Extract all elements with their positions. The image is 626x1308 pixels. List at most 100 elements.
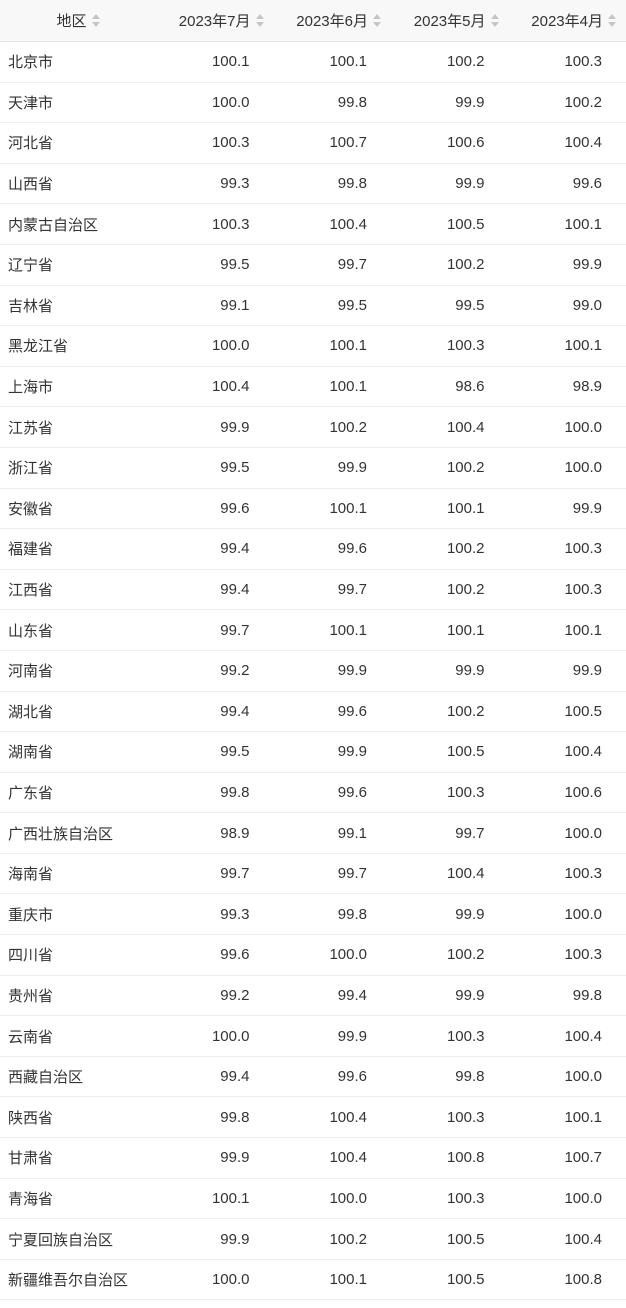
value-cell: 100.1	[273, 41, 391, 83]
column-header-2023-05[interactable]: 2023年5月	[391, 0, 509, 42]
region-cell: 河北省	[0, 122, 156, 164]
region-cell: 贵州省	[0, 975, 156, 1017]
table-row: 安徽省 99.6 100.1 100.1 99.9	[0, 488, 626, 530]
value-cell: 99.9	[156, 1218, 274, 1260]
value-cell: 99.9	[156, 1137, 274, 1179]
value-cell: 99.6	[273, 691, 391, 733]
value-cell: 100.2	[391, 41, 509, 83]
value-cell: 100.8	[391, 1137, 509, 1179]
table-row: 青海省 100.1 100.0 100.3 100.0	[0, 1178, 626, 1220]
value-cell: 100.0	[508, 406, 626, 448]
region-cell: 山西省	[0, 163, 156, 205]
value-cell: 99.5	[156, 731, 274, 773]
sort-icon[interactable]	[490, 14, 499, 27]
value-cell: 99.2	[156, 650, 274, 692]
value-cell: 100.8	[508, 1259, 626, 1301]
value-cell: 100.5	[508, 691, 626, 733]
value-cell: 99.3	[156, 163, 274, 205]
region-cell: 黑龙江省	[0, 325, 156, 367]
value-cell: 100.4	[391, 406, 509, 448]
value-cell: 100.3	[508, 853, 626, 895]
region-cell: 广西壮族自治区	[0, 812, 156, 854]
region-cell: 陕西省	[0, 1096, 156, 1139]
value-cell: 99.7	[391, 812, 509, 854]
table-header: 地区 2023年7月 2023年6月 2023年5月	[0, 0, 626, 42]
column-header-2023-04[interactable]: 2023年4月	[508, 0, 626, 42]
value-cell: 99.9	[273, 650, 391, 692]
value-cell: 100.3	[391, 325, 509, 367]
region-cell: 福建省	[0, 528, 156, 570]
value-cell: 99.6	[508, 163, 626, 205]
value-cell: 100.1	[391, 609, 509, 651]
value-cell: 100.4	[273, 1137, 391, 1179]
table-row: 广东省 99.8 99.6 100.3 100.6	[0, 772, 626, 814]
table-row: 重庆市 99.3 99.8 99.9 100.0	[0, 893, 626, 936]
value-cell: 100.4	[391, 853, 509, 895]
value-cell: 99.2	[156, 975, 274, 1017]
value-cell: 99.9	[391, 163, 509, 205]
sort-icon[interactable]	[608, 14, 616, 27]
value-cell: 99.8	[508, 975, 626, 1017]
region-cell: 云南省	[0, 1015, 156, 1057]
value-cell: 99.7	[156, 609, 274, 651]
value-cell: 100.0	[156, 82, 274, 124]
value-cell: 100.1	[156, 1178, 274, 1220]
region-cell: 新疆维吾尔自治区	[0, 1259, 156, 1301]
value-cell: 99.9	[508, 488, 626, 530]
region-cell: 江西省	[0, 569, 156, 611]
region-cell: 安徽省	[0, 488, 156, 530]
value-cell: 100.3	[156, 203, 274, 245]
value-cell: 99.3	[156, 893, 274, 936]
value-cell: 100.3	[508, 41, 626, 83]
value-cell: 100.7	[273, 122, 391, 164]
value-cell: 99.7	[273, 569, 391, 611]
value-cell: 99.6	[273, 772, 391, 814]
region-cell: 湖北省	[0, 691, 156, 733]
column-header-2023-06[interactable]: 2023年6月	[273, 0, 391, 42]
value-cell: 100.3	[508, 528, 626, 570]
table-row: 海南省 99.7 99.7 100.4 100.3	[0, 853, 626, 895]
value-cell: 100.6	[391, 122, 509, 164]
value-cell: 100.1	[156, 41, 274, 83]
column-header-region[interactable]: 地区	[0, 0, 156, 42]
value-cell: 99.5	[273, 285, 391, 327]
table-row: 福建省 99.4 99.6 100.2 100.3	[0, 528, 626, 570]
value-cell: 100.1	[508, 325, 626, 367]
value-cell: 99.6	[273, 528, 391, 570]
column-header-label: 2023年5月	[413, 13, 486, 30]
region-cell: 青海省	[0, 1178, 156, 1220]
value-cell: 99.8	[156, 1096, 274, 1139]
value-cell: 100.1	[508, 203, 626, 245]
value-cell: 99.6	[156, 934, 274, 976]
value-cell: 100.0	[508, 447, 626, 489]
table-row: 山东省 99.7 100.1 100.1 100.1	[0, 609, 626, 651]
value-cell: 100.4	[273, 1096, 391, 1139]
value-cell: 99.7	[273, 853, 391, 895]
region-cell: 江苏省	[0, 406, 156, 448]
sort-icon[interactable]	[91, 14, 100, 27]
value-cell: 99.9	[508, 244, 626, 286]
table-row: 浙江省 99.5 99.9 100.2 100.0	[0, 447, 626, 489]
value-cell: 99.9	[273, 447, 391, 489]
value-cell: 100.3	[508, 934, 626, 976]
value-cell: 100.1	[273, 366, 391, 408]
value-cell: 98.6	[391, 366, 509, 408]
column-header-2023-07[interactable]: 2023年7月	[156, 0, 274, 42]
value-cell: 100.4	[156, 366, 274, 408]
value-cell: 99.9	[391, 893, 509, 936]
value-cell: 99.9	[508, 650, 626, 692]
table-row: 辽宁省 99.5 99.7 100.2 99.9	[0, 244, 626, 286]
sort-icon[interactable]	[255, 14, 264, 27]
region-cell: 辽宁省	[0, 244, 156, 286]
sort-icon[interactable]	[373, 14, 381, 27]
value-cell: 100.7	[508, 1137, 626, 1179]
table-row: 四川省 99.6 100.0 100.2 100.3	[0, 934, 626, 976]
value-cell: 99.1	[156, 285, 274, 327]
region-cell: 河南省	[0, 650, 156, 692]
table-row: 黑龙江省 100.0 100.1 100.3 100.1	[0, 325, 626, 367]
region-cell: 甘肃省	[0, 1137, 156, 1179]
value-cell: 99.4	[156, 691, 274, 733]
table-row: 新疆维吾尔自治区 100.0 100.1 100.5 100.8	[0, 1259, 626, 1301]
value-cell: 98.9	[508, 366, 626, 408]
value-cell: 100.0	[508, 1056, 626, 1098]
